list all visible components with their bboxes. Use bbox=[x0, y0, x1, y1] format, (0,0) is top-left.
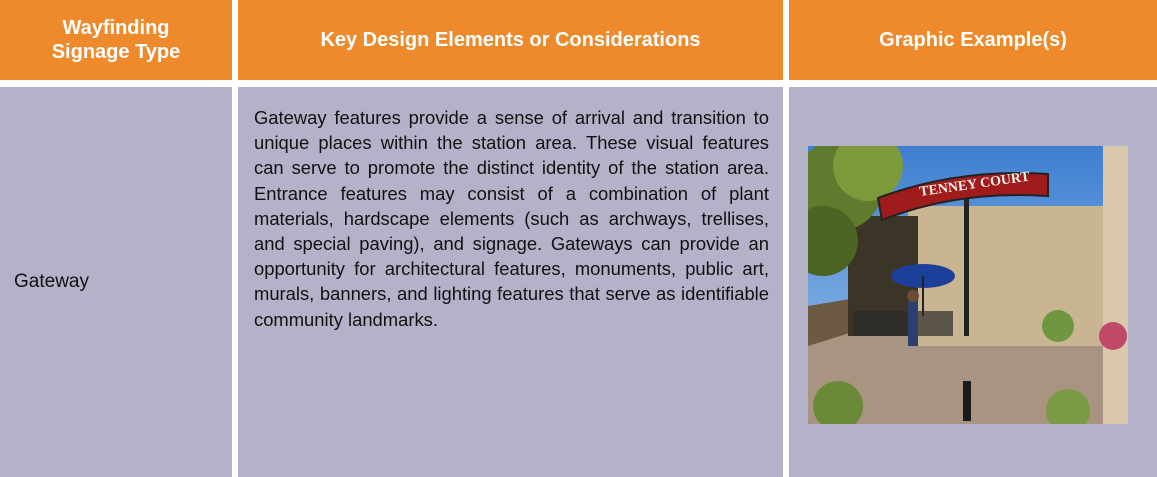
example-cell: TENNEY COURT bbox=[789, 87, 1157, 477]
header-text: Wayfinding Signage Type bbox=[51, 17, 181, 63]
header-cell: Graphic Example(s) bbox=[789, 0, 1157, 80]
description-text: Gateway features provide a sense of arri… bbox=[254, 107, 769, 330]
header-cell: Key Design Elements or Considerations bbox=[238, 0, 783, 80]
example-photo: TENNEY COURT bbox=[808, 146, 1128, 424]
type-text: Gateway bbox=[14, 271, 89, 292]
type-cell: Gateway bbox=[0, 87, 232, 477]
header-text: Graphic Example(s) bbox=[879, 29, 1067, 51]
header-cell: Wayfinding Signage Type bbox=[0, 0, 232, 80]
header-text: Key Design Elements or Considerations bbox=[320, 29, 701, 51]
description-cell: Gateway features provide a sense of arri… bbox=[238, 87, 783, 477]
